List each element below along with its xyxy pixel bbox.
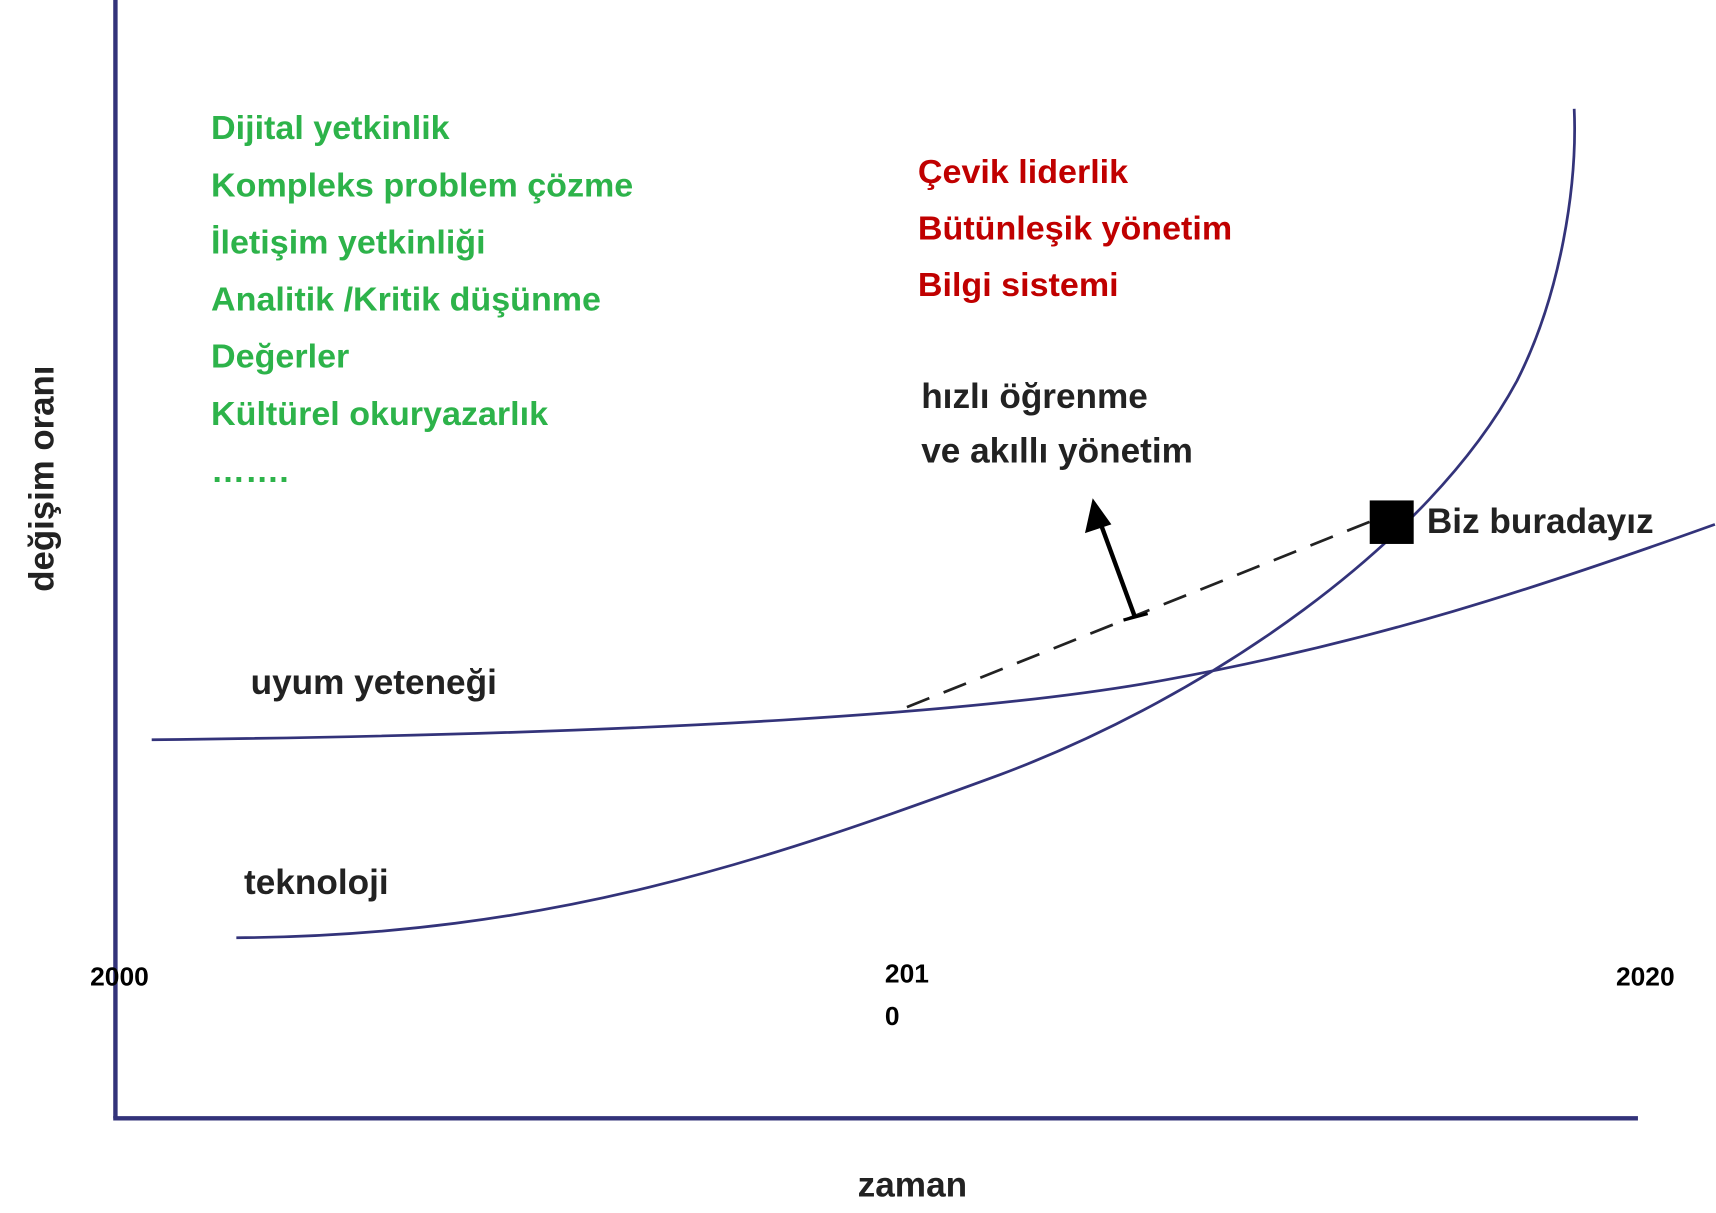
skill-item: Dijital yetkinlik [211,109,450,147]
arrow-tick [1123,611,1149,622]
arrow-label: ve akıllı yönetim [921,432,1193,471]
text-groups: Dijital yetkinlik Kompleks problem çözme İ… [90,109,1675,1030]
skill-item: Kültürel okuryazarlık [211,395,548,433]
year-label: 2020 [1616,962,1675,992]
management-item: Bütünleşik yönetim [918,209,1232,247]
arrow-head [1085,498,1112,534]
marker-label: Biz buradayız [1427,502,1654,541]
skill-item: ……. [211,452,289,490]
management-item: Çevik liderlik [918,153,1128,191]
adaptation-curve [151,523,1716,742]
y-axis-label: değişim oranı [22,366,61,592]
skill-item: Kompleks problem çözme [211,167,633,205]
curve-label: teknoloji [244,863,389,902]
skill-item: Değerler [211,338,349,376]
year-label: 0 [885,1001,900,1031]
arrow-label: hızlı öğrenme [921,377,1148,416]
skill-item: Analitik /Kritik düşünme [211,281,601,319]
x-axis-label: zaman [858,1166,967,1205]
year-label: 201 [885,958,929,988]
management-item: Bilgi sistemi [918,266,1119,304]
dashed-line [906,518,1375,709]
curve-label: uyum yeteneği [251,663,497,702]
skill-item: İletişim yetkinliği [211,224,486,262]
arrow-shaft [1097,519,1137,617]
year-label: 2000 [90,962,149,992]
technology-curve [236,108,1576,940]
marker [1369,500,1414,544]
